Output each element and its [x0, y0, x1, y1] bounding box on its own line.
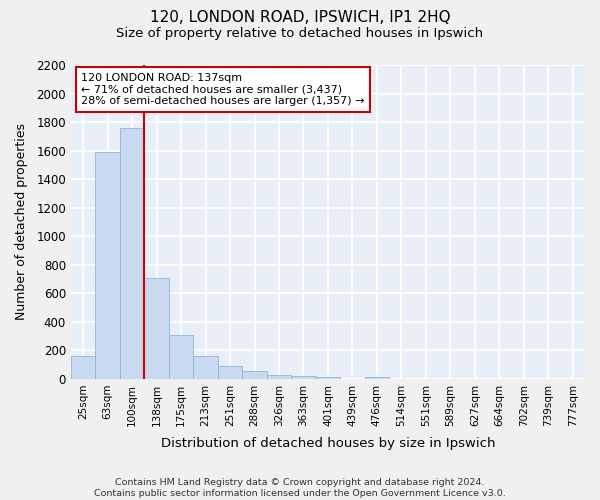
Bar	[120, 128, 145, 379]
Text: 120 LONDON ROAD: 137sqm
← 71% of detached houses are smaller (3,437)
28% of semi: 120 LONDON ROAD: 137sqm ← 71% of detache…	[81, 73, 365, 106]
X-axis label: Distribution of detached houses by size in Ipswich: Distribution of detached houses by size …	[161, 437, 495, 450]
Bar	[242, 371, 267, 379]
Y-axis label: Number of detached properties: Number of detached properties	[15, 124, 28, 320]
Text: 120, LONDON ROAD, IPSWICH, IP1 2HQ: 120, LONDON ROAD, IPSWICH, IP1 2HQ	[149, 10, 451, 25]
Text: Size of property relative to detached houses in Ipswich: Size of property relative to detached ho…	[116, 28, 484, 40]
Bar	[95, 152, 120, 379]
Bar	[267, 374, 291, 379]
Bar	[365, 377, 389, 379]
Bar	[193, 356, 218, 379]
Bar	[291, 376, 316, 379]
Bar	[169, 334, 193, 379]
Text: Contains HM Land Registry data © Crown copyright and database right 2024.
Contai: Contains HM Land Registry data © Crown c…	[94, 478, 506, 498]
Bar	[316, 377, 340, 379]
Bar	[71, 356, 95, 379]
Bar	[218, 366, 242, 379]
Bar	[145, 278, 169, 379]
